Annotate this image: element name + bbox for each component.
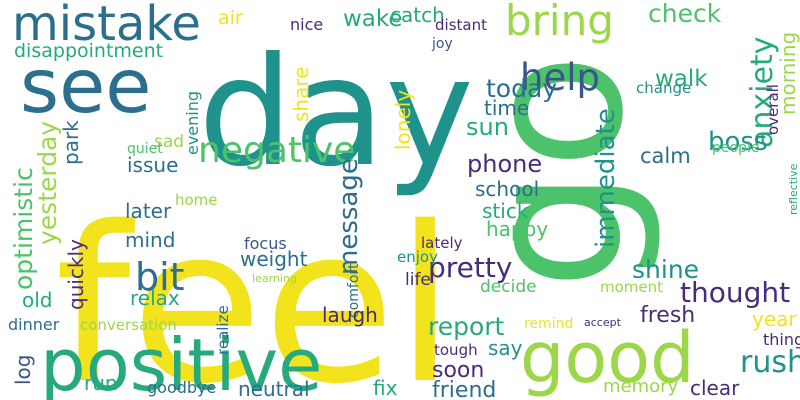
word-report: report (428, 312, 505, 341)
word-home: home (175, 191, 218, 209)
word-calm: calm (640, 144, 691, 168)
word-sad: sad (154, 132, 184, 152)
word-evening: evening (183, 91, 202, 155)
word-feel: feel (55, 180, 455, 400)
word-message: message (334, 158, 364, 275)
word-change: change (636, 79, 691, 97)
word-stick: stick (482, 199, 529, 223)
word-reflective: reflective (787, 163, 800, 215)
word-mind: mind (125, 228, 175, 252)
word-air: air (218, 7, 243, 29)
word-overall: overall (764, 84, 782, 135)
word-laugh: laugh (322, 303, 378, 327)
word-good: good (520, 317, 695, 399)
word-tough: tough (434, 341, 478, 359)
word-learning: learning (252, 272, 297, 285)
word-thought: thought (680, 276, 790, 309)
word-comfort: comfort (346, 263, 362, 318)
word-anxiety: anxiety (745, 37, 780, 148)
word-remind: remind (524, 316, 573, 332)
word-quickly: quickly (64, 239, 88, 310)
word-yesterday: yesterday (33, 121, 62, 245)
word-immediate: immediate (591, 108, 621, 248)
word-park: park (59, 120, 83, 165)
word-soon: soon (432, 358, 484, 383)
word-see: see (20, 42, 151, 130)
word-life: life (405, 270, 431, 290)
word-year: year (752, 307, 797, 331)
word-people: people (712, 140, 759, 156)
word-pretty: pretty (428, 251, 512, 284)
word-go: go (444, 53, 665, 290)
word-focus: focus (244, 234, 287, 253)
word-bring: bring (505, 0, 614, 45)
word-conversation: conversation (80, 316, 177, 334)
word-weight: weight (240, 247, 308, 271)
word-friend: friend (432, 378, 496, 400)
word-positive: positive (40, 323, 322, 400)
word-today: today (486, 74, 557, 103)
word-neutral: neutral (238, 377, 310, 400)
word-lately: lately (421, 234, 463, 252)
word-optimistic: optimistic (9, 167, 38, 290)
word-accept: accept (584, 316, 622, 329)
word-joy: joy (431, 36, 453, 52)
word-mistake: mistake (12, 0, 201, 52)
word-relax: relax (130, 286, 180, 310)
word-boss: boss (708, 127, 768, 157)
word-share: share (289, 67, 313, 122)
word-lonely: lonely (391, 90, 415, 150)
word-old: old (22, 288, 53, 312)
word-fix: fix (373, 376, 398, 400)
word-realize: realize (214, 305, 232, 355)
word-school: school (475, 177, 539, 201)
word-day: day (198, 26, 474, 200)
word-sun: sun (466, 113, 509, 141)
word-phone: phone (467, 150, 542, 178)
word-rush: rush (740, 345, 800, 380)
word-happy: happy (486, 217, 548, 241)
word-say: say (488, 336, 523, 360)
word-goodbye: goodbye (147, 378, 216, 397)
word-fresh: fresh (640, 303, 695, 328)
word-disappointment: disappointment (14, 40, 163, 62)
word-wake: wake (343, 6, 403, 32)
word-help: help (520, 56, 600, 99)
word-clear: clear (690, 376, 740, 400)
word-issue: issue (127, 153, 178, 177)
word-log: log (11, 355, 35, 386)
word-shine: shine (632, 255, 699, 284)
word-catch: catch (390, 3, 445, 27)
word-walk: walk (655, 66, 708, 92)
word-memory: memory (603, 376, 679, 397)
word-nice: nice (290, 15, 323, 34)
word-moment: moment (600, 278, 663, 296)
word-thing: thing (763, 330, 800, 349)
word-negative: negative (198, 130, 355, 171)
word-enjoy: enjoy (397, 248, 438, 266)
word-bit: bit (135, 255, 185, 299)
word-morning: morning (776, 32, 800, 115)
word-decide: decide (480, 277, 537, 297)
word-time: time (484, 96, 529, 120)
word-run: run (84, 371, 118, 395)
word-quiet: quiet (127, 141, 163, 157)
word-dinner: dinner (8, 315, 60, 334)
word-later: later (125, 199, 172, 223)
word-distant: distant (435, 16, 487, 34)
word-check: check (648, 0, 722, 28)
